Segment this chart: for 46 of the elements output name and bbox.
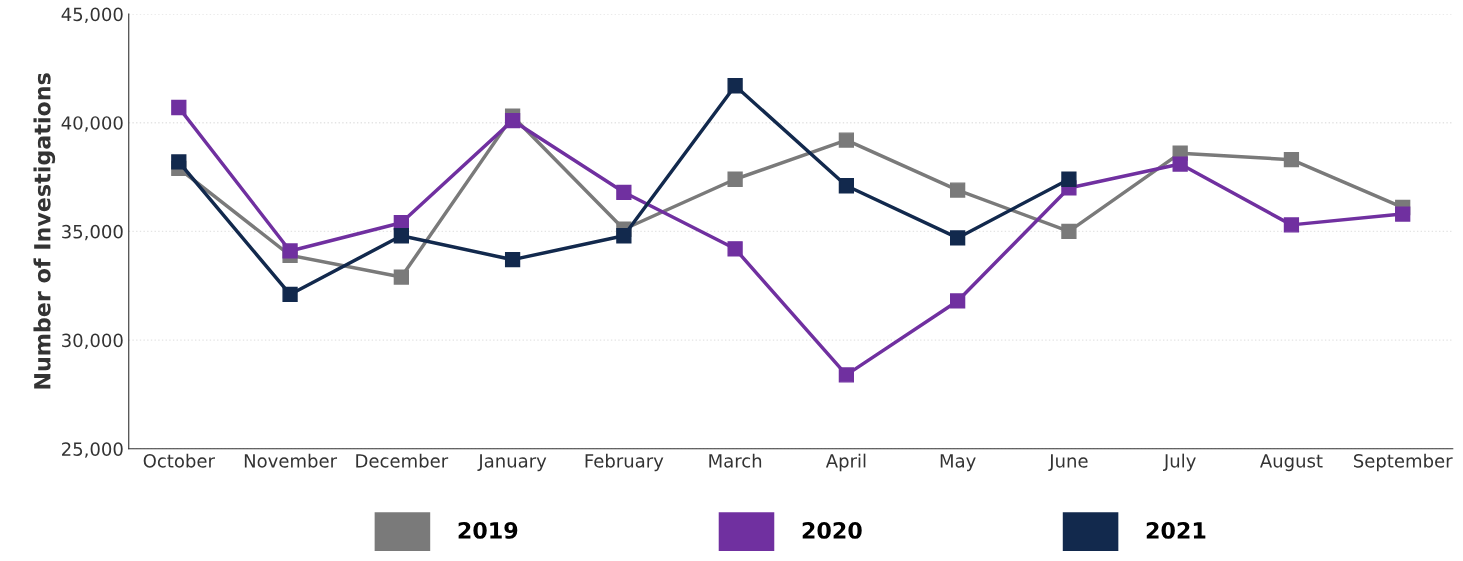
point (282, 286, 298, 303)
point (393, 269, 409, 285)
x-tick-label: January (477, 454, 547, 472)
point (171, 154, 187, 170)
point (1395, 206, 1411, 222)
point (1283, 152, 1300, 168)
point (950, 230, 966, 246)
point (1172, 156, 1188, 172)
y-axis-title: Number of Investigations (33, 73, 56, 389)
x-tick-label: February (585, 453, 664, 472)
x-tick-label: August (1259, 454, 1323, 472)
y-tick-label: 35,000 (62, 224, 123, 241)
point (616, 184, 632, 200)
y-tick-label: 40,000 (61, 116, 123, 132)
point (171, 99, 187, 116)
point (838, 367, 855, 383)
point (838, 178, 855, 194)
x-tick-label: September (1353, 453, 1453, 472)
x-tick-label: May (940, 454, 976, 472)
y-tick-label: 25,000 (62, 442, 123, 458)
x-tick-label: November (244, 453, 338, 468)
point (393, 228, 409, 244)
point (950, 182, 966, 198)
point (504, 112, 521, 129)
point (727, 78, 743, 94)
point (950, 293, 966, 309)
point (727, 241, 743, 257)
point (838, 132, 855, 148)
point (1283, 217, 1300, 233)
x-tick-label: July (1163, 453, 1196, 472)
legend-label: 2020 (802, 522, 862, 539)
x-tick-label: April (825, 453, 866, 472)
y-tick-label: 45,000 (61, 7, 123, 23)
x-tick-label: October (143, 453, 215, 468)
legend-label: 2021 (1146, 522, 1206, 539)
point (504, 252, 521, 268)
point (282, 243, 298, 259)
point (616, 228, 632, 244)
point (1061, 171, 1077, 187)
point (1061, 223, 1077, 240)
legend-label: 2019 (458, 522, 518, 539)
y-tick-label: 30,000 (62, 333, 123, 350)
x-tick-label: December (356, 453, 449, 468)
x-tick-label: March (709, 453, 762, 468)
x-tick-label: June (1048, 454, 1088, 471)
point (727, 171, 743, 187)
